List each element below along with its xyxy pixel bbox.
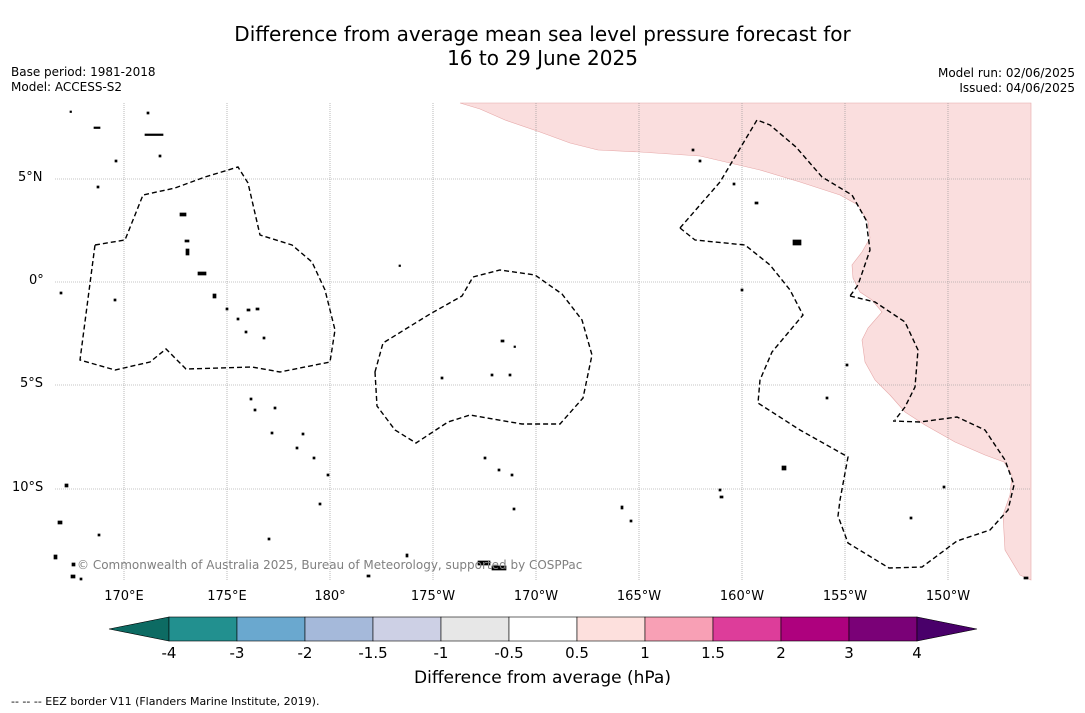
eez-border-tokelau — [374, 269, 593, 444]
lat-label-5s: 5°S — [20, 376, 44, 391]
colorbar-segment — [508, 616, 578, 642]
base-period: Base period: 1981-2018 — [11, 65, 156, 79]
colorbar-segment — [372, 616, 442, 642]
colorbar-tick: 1 — [640, 644, 650, 662]
colorbar-tick: 1.5 — [701, 644, 725, 662]
eez-borders — [79, 119, 1015, 569]
lon-label-170w: 170°W — [513, 589, 559, 604]
model-run: Model run: 02/06/2025 — [937, 66, 1075, 80]
gridlines — [55, 103, 1031, 580]
colorbar-tick: -0.5 — [494, 644, 524, 662]
lon-label-155w: 155°W — [822, 589, 868, 604]
colorbar-tick: -4 — [161, 644, 177, 662]
colorbar-segment — [848, 616, 918, 642]
colorbar-segment — [644, 616, 714, 642]
colorbar-segment — [576, 616, 646, 642]
map-title-line1: Difference from average mean sea level p… — [234, 22, 851, 46]
colorbar-segment — [168, 616, 238, 642]
lon-label-165w: 165°W — [616, 589, 662, 604]
colorbar-extend-high — [916, 616, 978, 642]
colorbar-segment — [304, 616, 374, 642]
colorbar-tick: -1.5 — [358, 644, 388, 662]
meta-right: Model run: 02/06/2025 Issued: 04/06/2025 — [938, 66, 1075, 96]
colorbar-tick: 4 — [912, 644, 922, 662]
lat-label-10s: 10°S — [12, 480, 44, 495]
model-name: Model: ACCESS-S2 — [11, 80, 123, 94]
map-title-line2: 16 to 29 June 2025 — [447, 46, 638, 70]
colorbar-segment — [712, 616, 782, 642]
eez-border-kiribati-line — [679, 119, 871, 297]
colorbar-tick: 0.5 — [565, 644, 589, 662]
colorbar-segment — [440, 616, 510, 642]
islands — [53, 110, 1029, 581]
eez-border-kiribati-east — [849, 295, 919, 421]
lon-label-175w: 175°W — [410, 589, 456, 604]
lon-label-160w: 160°W — [719, 589, 765, 604]
lon-label-180: 180° — [314, 589, 346, 604]
eez-border-kiribati-line-west — [679, 227, 1015, 569]
copyright-notice: © Commonwealth of Australia 2025, Bureau… — [77, 558, 583, 572]
lat-label-5n: 5°N — [18, 170, 43, 185]
colorbar-extend-low — [108, 616, 170, 642]
colorbar-tick: -2 — [297, 644, 313, 662]
colorbar-tick: -1 — [433, 644, 449, 662]
colorbar-label: Difference from average (hPa) — [414, 668, 671, 688]
issued-date: Issued: 04/06/2025 — [959, 81, 1075, 95]
colorbar-tick: -3 — [229, 644, 245, 662]
lat-label-0: 0° — [29, 273, 44, 288]
colorbar-tick: 3 — [844, 644, 854, 662]
positive-anomaly-area — [459, 102, 1032, 581]
lon-label-170e: 170°E — [104, 589, 144, 604]
lon-label-175e: 175°E — [207, 589, 247, 604]
meta-left: Base period: 1981-2018 Model: ACCESS-S2 — [11, 65, 156, 95]
colorbar-segment — [236, 616, 306, 642]
colorbar-tick: 2 — [776, 644, 786, 662]
lon-label-150w: 150°W — [925, 589, 971, 604]
colorbar-segment — [780, 616, 850, 642]
eez-footnote: -- -- -- EEZ border V11 (Flanders Marine… — [11, 695, 320, 708]
